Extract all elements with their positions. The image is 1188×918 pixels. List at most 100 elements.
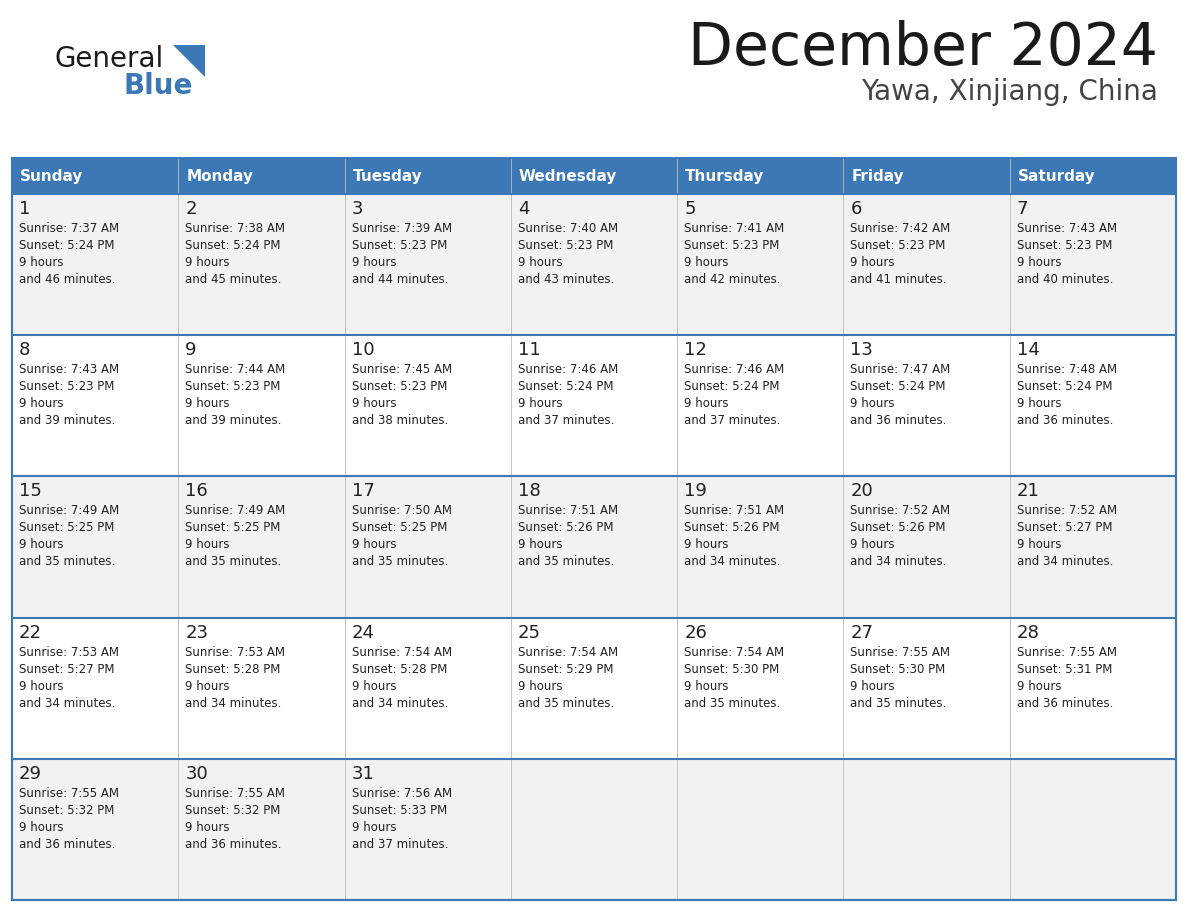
Text: Sunset: 5:24 PM: Sunset: 5:24 PM <box>851 380 946 393</box>
Bar <box>178 476 345 618</box>
Text: Sunset: 5:25 PM: Sunset: 5:25 PM <box>352 521 447 534</box>
Text: Sunset: 5:28 PM: Sunset: 5:28 PM <box>185 663 280 676</box>
Text: 18: 18 <box>518 482 541 500</box>
Text: Sunset: 5:24 PM: Sunset: 5:24 PM <box>185 239 280 252</box>
Text: Tuesday: Tuesday <box>353 169 422 184</box>
Text: 3: 3 <box>352 200 364 218</box>
Bar <box>345 759 511 900</box>
Text: and 34 minutes.: and 34 minutes. <box>352 697 448 710</box>
Text: Sunset: 5:23 PM: Sunset: 5:23 PM <box>518 239 613 252</box>
Text: Sunset: 5:28 PM: Sunset: 5:28 PM <box>352 663 447 676</box>
Text: Sunset: 5:24 PM: Sunset: 5:24 PM <box>19 239 114 252</box>
Bar <box>1010 759 1176 900</box>
Text: and 35 minutes.: and 35 minutes. <box>185 555 282 568</box>
Text: 9 hours: 9 hours <box>1017 538 1061 552</box>
Text: and 34 minutes.: and 34 minutes. <box>684 555 781 568</box>
Bar <box>12 759 178 900</box>
Text: Sunrise: 7:55 AM: Sunrise: 7:55 AM <box>19 787 119 800</box>
Text: 9 hours: 9 hours <box>1017 397 1061 410</box>
Text: and 44 minutes.: and 44 minutes. <box>352 273 448 286</box>
Bar <box>511 194 677 335</box>
Text: 9 hours: 9 hours <box>851 397 895 410</box>
Bar <box>677 335 843 476</box>
Text: Sunrise: 7:47 AM: Sunrise: 7:47 AM <box>851 364 950 376</box>
Text: 2: 2 <box>185 200 197 218</box>
Text: Sunset: 5:24 PM: Sunset: 5:24 PM <box>518 380 613 393</box>
Text: Sunrise: 7:53 AM: Sunrise: 7:53 AM <box>19 645 119 658</box>
Bar <box>1010 618 1176 759</box>
Text: and 40 minutes.: and 40 minutes. <box>1017 273 1113 286</box>
Text: 9 hours: 9 hours <box>19 538 63 552</box>
Text: 9 hours: 9 hours <box>518 679 562 692</box>
Text: 9 hours: 9 hours <box>19 256 63 269</box>
Text: Sunrise: 7:55 AM: Sunrise: 7:55 AM <box>185 787 285 800</box>
Text: and 35 minutes.: and 35 minutes. <box>518 555 614 568</box>
Bar <box>178 618 345 759</box>
Text: 10: 10 <box>352 341 374 359</box>
Bar <box>511 476 677 618</box>
Text: Sunday: Sunday <box>20 169 83 184</box>
Text: 9 hours: 9 hours <box>352 538 396 552</box>
Text: and 36 minutes.: and 36 minutes. <box>1017 697 1113 710</box>
Text: 9 hours: 9 hours <box>684 256 728 269</box>
Text: Sunrise: 7:42 AM: Sunrise: 7:42 AM <box>851 222 950 235</box>
Text: 9 hours: 9 hours <box>19 397 63 410</box>
Text: Sunset: 5:25 PM: Sunset: 5:25 PM <box>185 521 280 534</box>
Text: Sunrise: 7:54 AM: Sunrise: 7:54 AM <box>352 645 451 658</box>
Polygon shape <box>173 45 206 77</box>
Bar <box>677 618 843 759</box>
Text: Sunset: 5:27 PM: Sunset: 5:27 PM <box>19 663 114 676</box>
Text: 9 hours: 9 hours <box>518 397 562 410</box>
Text: 9 hours: 9 hours <box>185 397 229 410</box>
Text: 15: 15 <box>19 482 42 500</box>
Text: Sunrise: 7:39 AM: Sunrise: 7:39 AM <box>352 222 451 235</box>
Text: Sunrise: 7:53 AM: Sunrise: 7:53 AM <box>185 645 285 658</box>
Text: Sunset: 5:23 PM: Sunset: 5:23 PM <box>851 239 946 252</box>
Text: Sunrise: 7:43 AM: Sunrise: 7:43 AM <box>19 364 119 376</box>
Text: Wednesday: Wednesday <box>519 169 618 184</box>
Text: 9 hours: 9 hours <box>185 679 229 692</box>
Text: 30: 30 <box>185 765 208 783</box>
Bar <box>345 618 511 759</box>
Text: 9 hours: 9 hours <box>352 397 396 410</box>
Text: Sunrise: 7:54 AM: Sunrise: 7:54 AM <box>518 645 618 658</box>
Text: Sunrise: 7:37 AM: Sunrise: 7:37 AM <box>19 222 119 235</box>
Text: Sunrise: 7:56 AM: Sunrise: 7:56 AM <box>352 787 451 800</box>
Bar <box>843 335 1010 476</box>
Text: Sunrise: 7:44 AM: Sunrise: 7:44 AM <box>185 364 285 376</box>
Text: Sunset: 5:24 PM: Sunset: 5:24 PM <box>684 380 779 393</box>
Text: 17: 17 <box>352 482 374 500</box>
Text: 31: 31 <box>352 765 374 783</box>
Text: 9 hours: 9 hours <box>851 256 895 269</box>
Text: Sunrise: 7:41 AM: Sunrise: 7:41 AM <box>684 222 784 235</box>
Text: 13: 13 <box>851 341 873 359</box>
Text: Sunrise: 7:46 AM: Sunrise: 7:46 AM <box>518 364 618 376</box>
Bar <box>677 759 843 900</box>
Text: Sunset: 5:23 PM: Sunset: 5:23 PM <box>1017 239 1112 252</box>
Text: 4: 4 <box>518 200 530 218</box>
Text: Sunset: 5:27 PM: Sunset: 5:27 PM <box>1017 521 1112 534</box>
Text: Sunrise: 7:46 AM: Sunrise: 7:46 AM <box>684 364 784 376</box>
Text: 9 hours: 9 hours <box>1017 679 1061 692</box>
Text: and 42 minutes.: and 42 minutes. <box>684 273 781 286</box>
Text: Sunrise: 7:49 AM: Sunrise: 7:49 AM <box>19 504 119 518</box>
Text: 9 hours: 9 hours <box>1017 256 1061 269</box>
Text: 9 hours: 9 hours <box>352 679 396 692</box>
Text: 9 hours: 9 hours <box>185 256 229 269</box>
Text: and 36 minutes.: and 36 minutes. <box>185 838 282 851</box>
Bar <box>843 476 1010 618</box>
Text: 9: 9 <box>185 341 197 359</box>
Text: 6: 6 <box>851 200 861 218</box>
Text: Sunrise: 7:52 AM: Sunrise: 7:52 AM <box>851 504 950 518</box>
Bar <box>345 335 511 476</box>
Text: and 34 minutes.: and 34 minutes. <box>19 697 115 710</box>
Bar <box>511 759 677 900</box>
Bar <box>12 335 178 476</box>
Text: Friday: Friday <box>852 169 904 184</box>
Text: 9 hours: 9 hours <box>518 538 562 552</box>
Text: Thursday: Thursday <box>685 169 765 184</box>
Text: and 37 minutes.: and 37 minutes. <box>684 414 781 427</box>
Text: and 39 minutes.: and 39 minutes. <box>185 414 282 427</box>
Text: 7: 7 <box>1017 200 1029 218</box>
Text: and 37 minutes.: and 37 minutes. <box>518 414 614 427</box>
